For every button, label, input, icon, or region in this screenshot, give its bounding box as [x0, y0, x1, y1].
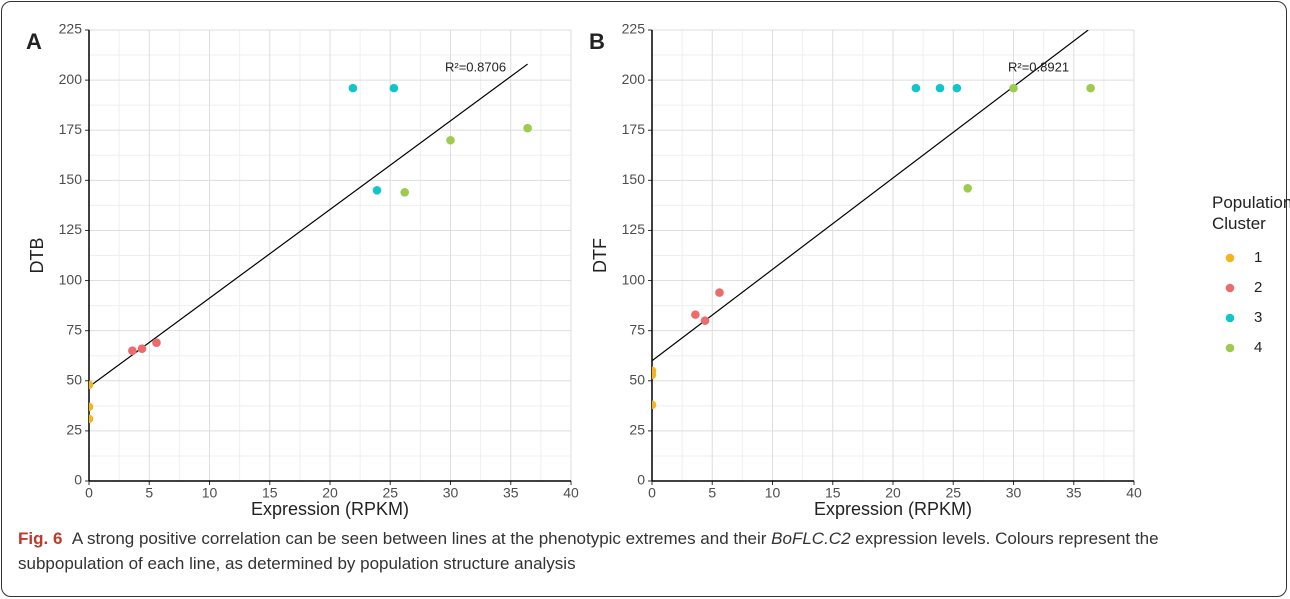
y-axis-title: DTF [590, 238, 610, 273]
x-tick-label: 25 [382, 485, 398, 501]
point [348, 83, 358, 93]
panel-label: A [26, 29, 42, 54]
point [1086, 83, 1095, 93]
legend-label: 2 [1254, 279, 1262, 296]
x-tick-label: 5 [145, 485, 153, 501]
y-tick-label: 150 [59, 171, 83, 187]
point [963, 184, 973, 193]
point [152, 338, 161, 347]
y-tick-label: 175 [59, 121, 83, 137]
point [952, 83, 962, 93]
point [652, 370, 657, 380]
y-tick-label: 25 [66, 422, 82, 438]
fit-line [652, 30, 1089, 362]
x-tick-label: 25 [945, 485, 961, 501]
x-axis-title: Expression (RPKM) [814, 499, 972, 519]
point [691, 310, 700, 319]
x-tick-label: 15 [262, 485, 278, 501]
x-tick-label: 0 [85, 485, 93, 501]
legend-label: 4 [1254, 339, 1262, 356]
x-axis-title: Expression (RPKM) [251, 499, 409, 519]
y-tick-label: 125 [622, 221, 646, 237]
point [715, 288, 724, 297]
x-tick-label: 35 [503, 485, 519, 501]
point [911, 83, 921, 93]
x-tick-label: 20 [322, 485, 338, 501]
point [523, 123, 532, 133]
y-tick-label: 0 [74, 472, 82, 488]
point [1009, 83, 1018, 93]
y-tick-label: 75 [629, 321, 645, 337]
annotation: R²=0.8921 [1008, 59, 1069, 74]
x-tick-label: 15 [825, 485, 841, 501]
legend-label: 1 [1254, 249, 1262, 266]
legend-marker [1225, 283, 1235, 293]
point [137, 344, 147, 354]
legend-label: 3 [1254, 309, 1262, 326]
y-tick-label: 50 [66, 371, 82, 387]
caption-text: A strong positive correlation can be see… [71, 529, 772, 548]
point [700, 316, 710, 325]
x-tick-label: 5 [708, 485, 716, 501]
x-tick-label: 30 [1006, 485, 1022, 501]
y-tick-label: 100 [59, 271, 83, 287]
y-tick-label: 150 [622, 171, 646, 187]
fit-line [89, 63, 528, 388]
y-tick-label: 0 [637, 472, 645, 488]
point [89, 414, 94, 424]
legend-marker [1225, 313, 1235, 323]
point [128, 346, 137, 356]
point [652, 400, 657, 410]
caption-text: expression levels. Colours represent the… [18, 529, 1159, 573]
point [89, 402, 94, 412]
x-tick-label: 0 [648, 485, 656, 501]
point [389, 83, 399, 93]
y-tick-label: 175 [622, 121, 646, 137]
x-tick-label: 40 [563, 485, 579, 501]
y-axis-title: DTB [27, 238, 47, 274]
legend-marker [1225, 343, 1235, 353]
y-tick-label: 200 [59, 71, 83, 87]
point [89, 380, 94, 390]
y-tick-label: 100 [622, 271, 646, 287]
y-tick-label: 225 [59, 21, 83, 37]
x-tick-label: 40 [1126, 485, 1142, 501]
x-tick-label: 10 [202, 485, 218, 501]
x-tick-label: 10 [765, 485, 781, 501]
y-tick-label: 25 [629, 422, 645, 438]
annotation: R²=0.8706 [445, 59, 506, 74]
caption: Fig. 6 A strong positive correlation can… [18, 526, 1268, 576]
panel-label: B [589, 29, 605, 54]
y-tick-label: 225 [622, 21, 646, 37]
legend-marker [1225, 253, 1235, 263]
y-tick-label: 75 [66, 321, 82, 337]
point [400, 188, 410, 197]
y-tick-label: 125 [59, 221, 83, 237]
point [935, 83, 945, 93]
x-tick-label: 35 [1066, 485, 1082, 501]
caption-label: Fig. 6 [18, 529, 63, 548]
caption-gene: BoFLC.C2 [771, 529, 851, 548]
y-tick-label: 50 [629, 371, 645, 387]
point [372, 186, 382, 195]
legend-title: Population Cluster [1212, 193, 1290, 233]
x-tick-label: 30 [443, 485, 459, 501]
point [446, 135, 455, 145]
y-tick-label: 200 [622, 71, 646, 87]
x-tick-label: 20 [885, 485, 901, 501]
